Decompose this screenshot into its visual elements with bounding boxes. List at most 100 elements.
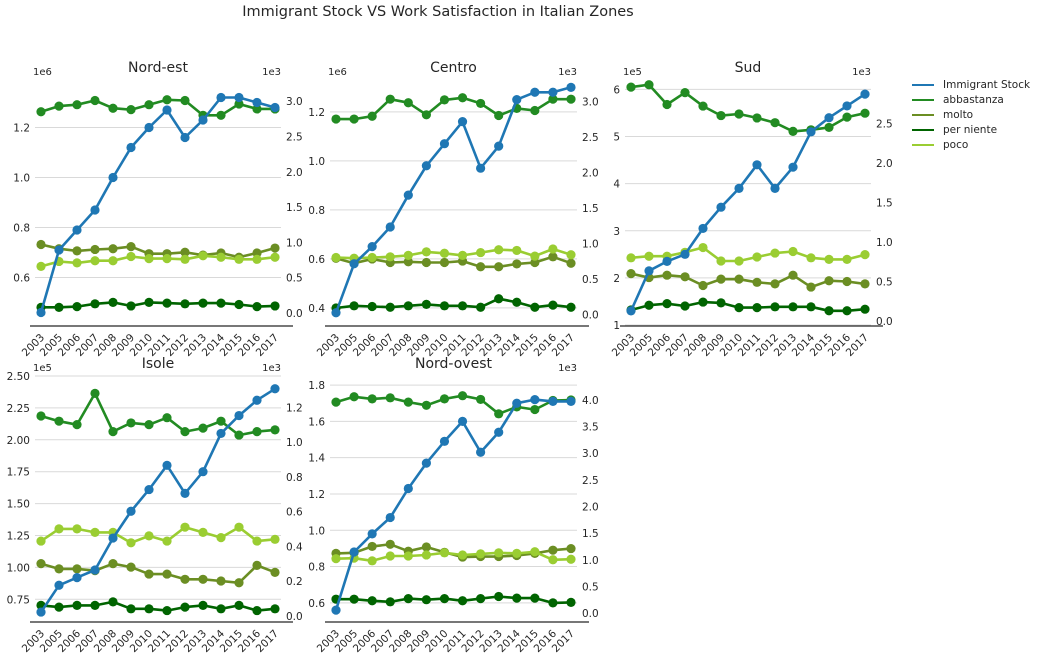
data-point (72, 573, 82, 583)
right-tick-label: 0.0 (286, 611, 303, 623)
data-point (680, 249, 690, 259)
data-point (90, 95, 100, 106)
data-point (512, 95, 522, 105)
data-point (806, 282, 816, 292)
data-point (36, 411, 46, 421)
data-point (644, 266, 654, 276)
data-point (54, 602, 64, 612)
series-line (39, 96, 276, 313)
data-point (331, 252, 341, 263)
data-point (198, 298, 208, 308)
data-point (54, 524, 64, 534)
data-point (108, 297, 118, 308)
left-tick-label: 1.0 (308, 156, 325, 168)
data-point (36, 307, 46, 318)
data-point (548, 300, 558, 310)
data-point (806, 127, 816, 137)
data-point (548, 244, 558, 254)
data-point (54, 302, 64, 312)
left-axis-offset-label: 1e6 (33, 67, 52, 78)
data-point (788, 246, 798, 257)
data-point (530, 105, 540, 116)
data-point (144, 122, 154, 133)
data-point (367, 556, 377, 566)
data-point (144, 531, 154, 541)
data-point (457, 301, 468, 311)
data-point (252, 104, 262, 114)
legend-item-poco: poco (912, 137, 1030, 152)
data-point (566, 543, 576, 554)
data-point (331, 397, 341, 407)
data-point (476, 247, 486, 258)
data-point (234, 92, 244, 103)
series-per-niente (36, 297, 280, 312)
data-point (36, 536, 46, 546)
data-point (252, 248, 262, 258)
data-point (90, 527, 100, 537)
right-tick-label: 1.5 (876, 198, 893, 210)
data-point (90, 388, 100, 398)
data-point (439, 594, 450, 604)
data-point (842, 306, 852, 316)
left-tick-label: 1.6 (308, 416, 325, 428)
data-point (270, 102, 280, 113)
left-tick-label: 2.25 (7, 403, 30, 415)
left-tick-label: 2.50 (7, 371, 30, 383)
data-point (716, 256, 726, 266)
data-point (457, 117, 468, 127)
data-point (252, 395, 262, 405)
data-point (662, 270, 672, 280)
data-point (421, 400, 431, 410)
data-point (716, 110, 726, 121)
data-point (270, 301, 280, 311)
data-point (806, 302, 816, 312)
data-point (842, 254, 852, 265)
data-point (403, 397, 413, 407)
left-tick-label: 0.6 (13, 273, 30, 285)
data-point (367, 529, 377, 539)
data-point (530, 593, 540, 603)
left-tick-label: 0.4 (308, 303, 325, 315)
data-point (770, 302, 780, 312)
legend-swatch (912, 98, 934, 101)
left-tick-label: 0.75 (7, 594, 30, 606)
data-point (234, 430, 244, 440)
series-abbastanza (626, 80, 870, 136)
left-axis-offset-label: 1e5 (33, 363, 52, 374)
data-point (548, 94, 558, 104)
data-point (270, 243, 280, 253)
data-point (36, 107, 46, 117)
right-tick-label: 1.5 (582, 528, 599, 540)
data-point (457, 550, 468, 560)
left-tick-label: 0.6 (308, 254, 325, 266)
left-tick-label: 0.8 (308, 205, 325, 217)
data-point (734, 256, 744, 266)
data-point (788, 270, 798, 280)
series-immigrant-stock (331, 82, 576, 318)
series-per-niente (331, 294, 576, 313)
data-point (403, 594, 413, 604)
data-point (439, 548, 450, 558)
data-point (270, 534, 280, 544)
data-point (349, 594, 359, 604)
series-molto (36, 559, 280, 588)
data-point (476, 394, 486, 405)
data-point (644, 300, 654, 310)
series-immigrant-stock (36, 384, 280, 617)
data-point (476, 163, 486, 173)
data-point (90, 205, 100, 215)
data-point (494, 427, 504, 437)
data-point (252, 302, 262, 312)
data-point (90, 256, 100, 266)
legend-label: Immigrant Stock (943, 78, 1031, 91)
right-tick-label: 2.0 (582, 167, 599, 179)
data-point (180, 602, 190, 612)
data-point (494, 409, 504, 419)
data-point (367, 394, 377, 404)
right-tick-label: 4.0 (582, 395, 599, 407)
data-point (548, 252, 558, 262)
right-tick-label: 0.5 (286, 273, 303, 285)
data-point (72, 100, 82, 110)
data-point (626, 269, 636, 279)
data-point (126, 538, 136, 548)
